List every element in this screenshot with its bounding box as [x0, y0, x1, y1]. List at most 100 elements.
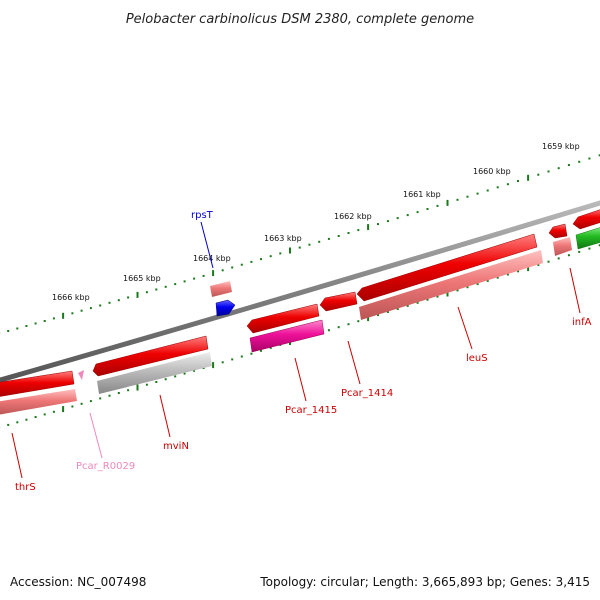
gene-feature-rpsT[interactable]	[215, 299, 236, 317]
scale-dot	[377, 314, 379, 317]
scale-dot	[99, 304, 102, 307]
scale-dot	[588, 247, 591, 250]
scale-dot	[7, 423, 10, 426]
gene-feature-other-edge[interactable]	[575, 226, 600, 250]
scale-dot	[127, 389, 130, 392]
scale-major-tick	[289, 247, 291, 254]
scale-dot	[221, 361, 224, 364]
gene-feature-Pcar_1415-highlight[interactable]	[249, 319, 325, 353]
scale-dot	[43, 320, 46, 322]
scale-dot	[298, 246, 301, 249]
scale-dot	[52, 410, 55, 413]
gene-label-leuS[interactable]: leuS	[466, 353, 488, 364]
scale-dot	[537, 263, 540, 266]
scale-dot	[476, 192, 479, 195]
scale-dot	[240, 263, 243, 266]
scale-dot	[202, 274, 205, 277]
scale-dot	[337, 235, 340, 237]
scale-dot	[127, 296, 130, 299]
scale-dot	[416, 211, 419, 214]
gene-feature-thrS[interactable]	[0, 370, 75, 397]
scale-labels: 1666 kbp 1665 kbp 1664 kbp 1663 kbp 1662…	[52, 142, 580, 302]
gene-label-mviN[interactable]: mviN	[163, 441, 189, 452]
scale-dot	[16, 421, 19, 424]
forward-strand-features	[0, 208, 600, 397]
scale-dot	[567, 254, 570, 257]
scale-dot	[34, 416, 37, 418]
tick-label-1659: 1659 kbp	[542, 142, 580, 151]
gene-feature-rpsT-rna[interactable]	[210, 281, 232, 297]
tick-label-1663: 1663 kbp	[264, 234, 302, 243]
scale-dot	[327, 237, 330, 240]
scale-dot	[193, 369, 196, 372]
leader-rpsT	[200, 221, 214, 269]
gene-label-Pcar_1415[interactable]: Pcar_1415	[285, 405, 337, 416]
scale-dot	[456, 289, 459, 292]
scale-dot	[308, 243, 311, 246]
scale-dot	[250, 260, 253, 263]
scale-dot	[347, 232, 350, 234]
gene-feature-infA-reverse[interactable]	[553, 237, 572, 256]
scale-dot	[108, 394, 111, 397]
gene-feature-leuS[interactable]	[356, 233, 538, 302]
scale-dot	[506, 183, 509, 186]
gene-label-Pcar_R0029[interactable]: Pcar_R0029	[76, 461, 135, 472]
scale-dot	[396, 308, 399, 310]
scale-major-tick	[62, 312, 65, 319]
scale-major-tick	[136, 384, 139, 391]
gene-feature-infA[interactable]	[548, 223, 568, 239]
gene-feature-thrS-reverse[interactable]	[0, 389, 77, 415]
scale-dot	[426, 208, 429, 210]
tick-label-1665: 1665 kbp	[123, 274, 161, 283]
leader-thrS	[11, 432, 23, 479]
scale-major-tick	[446, 199, 449, 206]
scale-major-tick	[212, 362, 215, 369]
gene-feature-Pcar_1415[interactable]	[246, 303, 320, 334]
scale-dot	[517, 180, 519, 182]
scale-dot	[71, 312, 74, 315]
scale-major-tick	[446, 290, 449, 297]
map-title: Pelobacter carbinolicus DSM 2380, comple…	[126, 12, 474, 27]
scale-dots	[0, 154, 600, 335]
scale-dot	[396, 217, 399, 220]
scale-dot	[240, 355, 243, 358]
gene-feature-Pcar_1414[interactable]	[319, 291, 358, 312]
scale-dot	[155, 381, 158, 383]
scale-dot	[598, 244, 600, 247]
scale-major-tick	[527, 265, 530, 272]
scale-dot	[117, 392, 120, 394]
scale-major-tick	[212, 270, 215, 277]
scale-dot	[25, 418, 28, 421]
scale-dot	[80, 402, 83, 405]
leader-Pcar_1415	[294, 357, 307, 402]
gene-label-Pcar_1414[interactable]: Pcar_1414	[341, 388, 393, 399]
gene-labels: thrS Pcar_R0029 mviN rpsT Pcar_1415 Pcar…	[15, 210, 592, 493]
label-leader-lines	[11, 221, 581, 479]
reverse-strand-features	[0, 226, 600, 415]
gene-label-thrS[interactable]: thrS	[15, 482, 36, 493]
scale-dot	[71, 405, 74, 408]
scale-dot	[164, 378, 167, 381]
scale-dot	[89, 307, 92, 310]
scale-dot	[476, 283, 479, 286]
scale-dot	[567, 164, 570, 166]
scale-dot	[231, 358, 234, 361]
scale-dot	[436, 204, 439, 207]
scale-dot	[145, 383, 148, 386]
gene-feature-Pcar_R0029[interactable]	[78, 370, 84, 380]
scale-dot	[337, 326, 340, 329]
gene-label-infA[interactable]: infA	[572, 317, 592, 328]
scale-dot	[193, 277, 196, 280]
gene-feature-mviN-pseudo[interactable]	[97, 352, 212, 394]
scale-dot	[496, 186, 499, 189]
gene-feature-forward-edge[interactable]	[572, 208, 600, 230]
scale-dot	[506, 273, 509, 276]
scale-dot	[174, 283, 177, 286]
scale-dot	[260, 349, 262, 352]
gene-feature-mviN[interactable]	[92, 335, 209, 377]
scale-dot	[327, 329, 330, 332]
scale-dot	[260, 258, 262, 261]
scale-dot	[598, 154, 600, 157]
gene-label-rpsT[interactable]: rpsT	[191, 210, 214, 221]
gene-feature-leuS-reverse[interactable]	[359, 250, 543, 320]
